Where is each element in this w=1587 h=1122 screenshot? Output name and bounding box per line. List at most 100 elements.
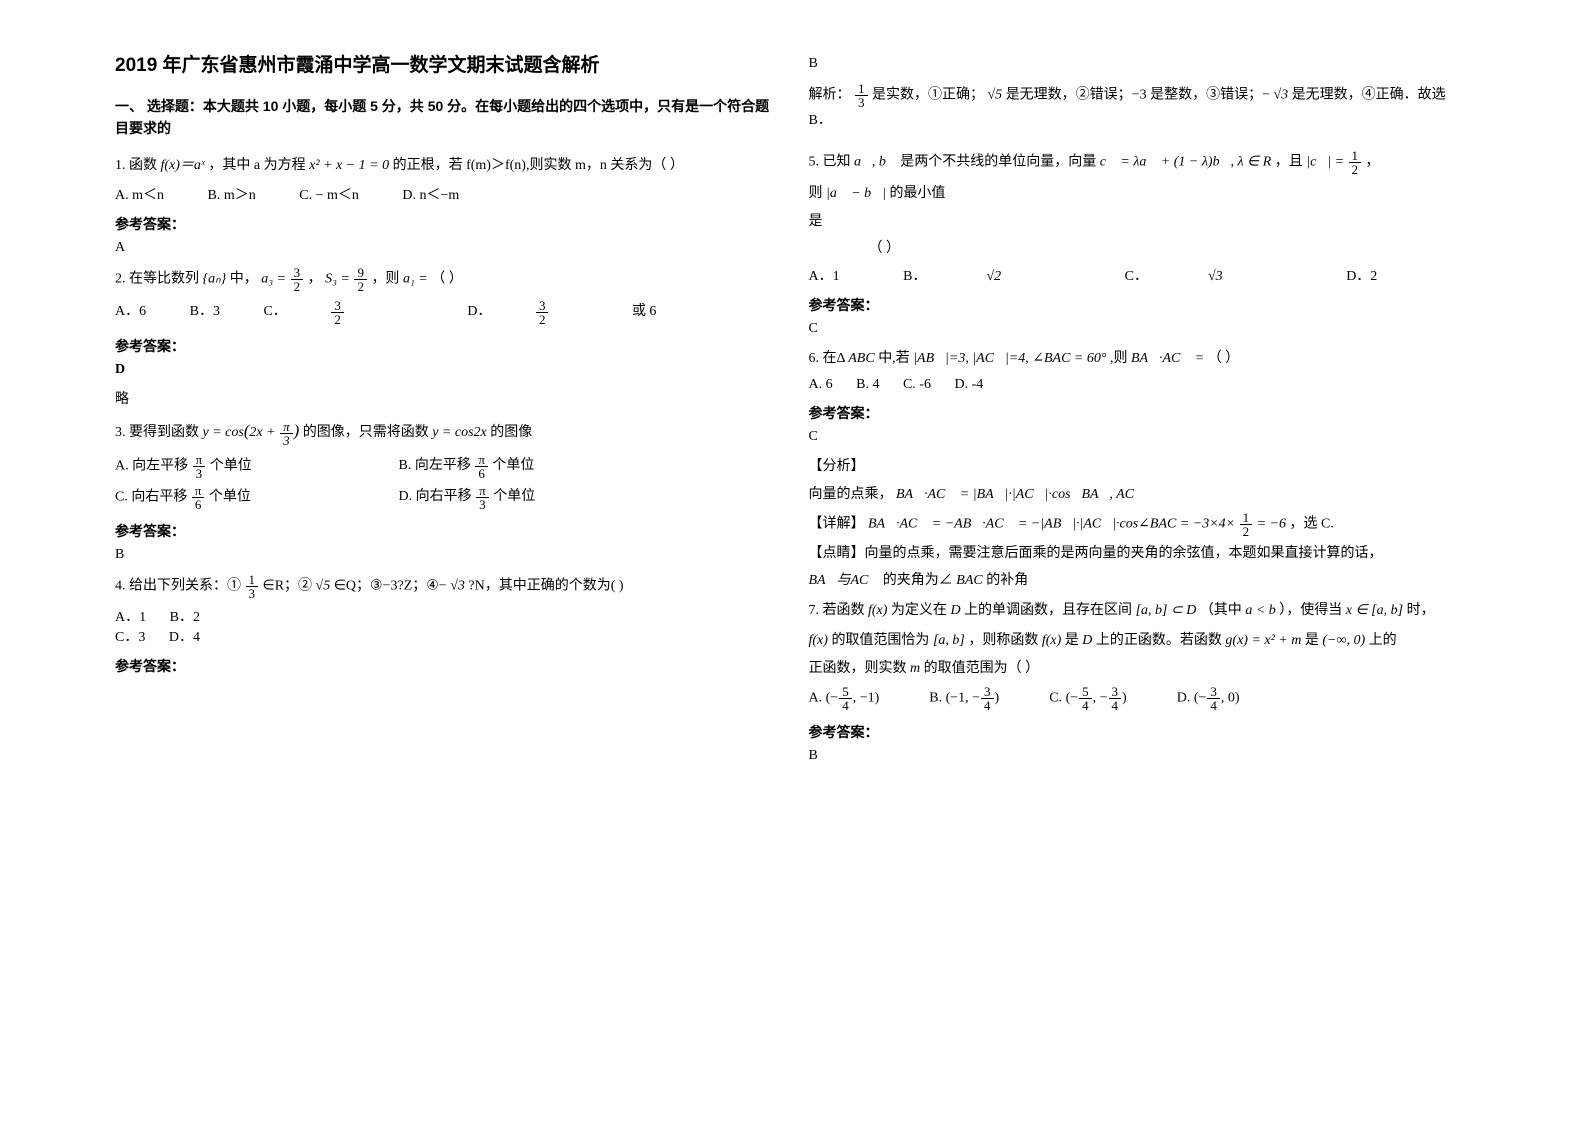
- q4-ref-label: 参考答案：: [115, 656, 779, 676]
- q2-s3-frac: 92: [354, 266, 367, 293]
- q5-line3: 是: [809, 210, 1473, 234]
- q1-options: A. m＜n B. m＞n C. − m＜n D. n＜−m: [115, 184, 779, 204]
- q4-options-row1: A．1 B．2: [115, 606, 779, 626]
- q1-answer: A: [115, 240, 779, 256]
- q6-opt-d: D. -4: [954, 377, 983, 393]
- q1-opt-d: D. n＜−m: [402, 184, 459, 204]
- question-7: 7. 若函数 f(x) 为定义在 D 上的单调函数，且存在区间 [a, b] ⊂…: [809, 599, 1473, 623]
- q2-a1: a₁ =: [403, 271, 431, 286]
- q4-stem-d: ?N，其中正确的个数为( ): [468, 578, 623, 593]
- q6-sol-line4: BA⃗与AC⃗ 的夹角为∠ BAC 的补角: [809, 569, 1473, 593]
- q6-ref-label: 参考答案：: [809, 403, 1473, 423]
- q4-options-row2: C．3 D．4: [115, 626, 779, 646]
- q6-opt-a: A. 6: [809, 377, 833, 393]
- question-4: 4. 给出下列关系：① 13 ∈R；② √5 ∈Q；③−3?Z；④− √3 ?N…: [115, 573, 779, 600]
- question-1: 1. 函数 f(x)＝aˣ ，其中 a 为方程 x² + x − 1 = 0 的…: [115, 154, 779, 178]
- q5-paren: （ ）: [809, 237, 1473, 261]
- question-6: 6. 在Δ ABC 中,若 |AB⃗|=3, |AC⃗|=4, ∠BAC = 6…: [809, 347, 1473, 371]
- q1-opt-b: B. m＞n: [208, 184, 256, 204]
- q2-ref-label: 参考答案：: [115, 336, 779, 356]
- q2-answer: D: [115, 362, 779, 378]
- section-1-heading: 一、 选择题：本大题共 10 小题，每小题 5 分，共 50 分。在每小题给出的…: [115, 95, 779, 140]
- q6-options: A. 6 B. 4 C. -6 D. -4: [809, 377, 1473, 393]
- q1-fx: f(x)＝aˣ: [161, 158, 205, 173]
- q3-answer: B: [115, 547, 779, 563]
- q5-opt-a: A．1: [809, 265, 840, 285]
- q2-options: A．6 B．3 C． 32 D． 32 或 6: [115, 299, 779, 326]
- q6-stem-a: 6. 在Δ: [809, 351, 845, 366]
- q6-stem-d: （ ）: [1208, 351, 1240, 366]
- q7-answer: B: [809, 748, 1473, 764]
- q2-skip: 略: [115, 388, 779, 412]
- q1-ref-label: 参考答案：: [115, 214, 779, 234]
- q7-line2: f(x) 的取值范围恰为 [a, b] ，则称函数 f(x) 是 D 上的正函数…: [809, 629, 1473, 653]
- q2-stem-b: 中，: [230, 271, 258, 286]
- q7-stem-b: 为定义在: [891, 603, 951, 618]
- q7-stem-d: （其中: [1200, 603, 1246, 618]
- q5-opt-b: B．√2: [903, 265, 1061, 285]
- left-column: 2019 年广东省惠州市霞涌中学高一数学文期末试题含解析 一、 选择题：本大题共…: [100, 50, 794, 1072]
- q6-opt-b: B. 4: [856, 377, 879, 393]
- q5-ref-label: 参考答案：: [809, 295, 1473, 315]
- q1-stem-a: 1. 函数: [115, 158, 161, 173]
- right-column: B 解析： 13 是实数，①正确； √5 是无理数，②错误；−3 是整数，③错误…: [794, 50, 1488, 1072]
- q3-stem-c: 的图像: [490, 425, 532, 440]
- q4-answer: B: [809, 56, 1473, 72]
- q6-sol-line1: 向量的点乘， BA⃗·AC⃗ = |BA⃗|·|AC⃗|·cos＜BA⃗, AC…: [809, 483, 1473, 507]
- q3-stem-a: 3. 要得到函数: [115, 425, 203, 440]
- q4-opt-c: C．3: [115, 626, 145, 646]
- q7-opt-d: D. (−34, 0): [1177, 685, 1240, 712]
- q4-opt-b: B．2: [170, 606, 200, 626]
- q3-y2: y = cos2x: [432, 425, 487, 440]
- q7-stem-f: 时，: [1407, 603, 1435, 618]
- question-2: 2. 在等比数列 {aₙ} 中， a₃ = 32 ， S₃ = 92 ，则 a₁…: [115, 266, 779, 293]
- q2-a3-label: a₃ =: [261, 271, 286, 286]
- q6-stem-b: 中,若: [878, 351, 910, 366]
- q5-answer: C: [809, 321, 1473, 337]
- q2-opt-c: C． 32: [263, 299, 423, 326]
- question-5: 5. 已知 a⃗, b⃗ 是两个不共线的单位向量，向量 c⃗ = λa⃗ + (…: [809, 149, 1473, 176]
- q5-line2: 则 |a⃗ − b⃗| 的最小值: [809, 182, 1473, 206]
- q4-opt-d: D．4: [169, 626, 200, 646]
- q7-ref-label: 参考答案：: [809, 722, 1473, 742]
- q6-answer: C: [809, 429, 1473, 445]
- q5-stem-b: 是两个不共线的单位向量，向量: [900, 155, 1096, 170]
- exam-title: 2019 年广东省惠州市霞涌中学高一数学文期末试题含解析: [115, 50, 779, 77]
- q4-stem-b: ∈R；②: [263, 578, 313, 593]
- q2-stem-c: ，: [308, 271, 322, 286]
- q7-stem-e: ），使得当: [1279, 603, 1346, 618]
- q5-stem-d: ，: [1366, 155, 1380, 170]
- q2-stem-d: ，则: [371, 271, 399, 286]
- q1-opt-c: C. − m＜n: [299, 184, 359, 204]
- q6-sol-line2: 【详解】 BA⃗·AC⃗ = −AB⃗·AC⃗ = −|AB⃗|·|AC⃗|·c…: [809, 511, 1473, 538]
- q7-stem-a: 7. 若函数: [809, 603, 869, 618]
- q4-stem-c: ∈Q；③−3?Z；④−: [334, 578, 447, 593]
- q2-opt-a: A．6: [115, 300, 146, 320]
- q6-analysis-label: 【分析】: [809, 455, 1473, 479]
- q2-s3-label: S₃ =: [325, 271, 350, 286]
- q7-opt-c: C. (−54, −34): [1049, 685, 1126, 712]
- q2-a3-frac: 32: [291, 266, 304, 293]
- q6-stem-c: ,则: [1110, 351, 1128, 366]
- q5-options: A．1 B．√2 C．√3 D．2: [809, 265, 1473, 285]
- q2-stem-a: 2. 在等比数列: [115, 271, 199, 286]
- q2-opt-d: D． 32 或 6: [467, 299, 696, 326]
- q7-stem-c: 上的单调函数，且存在区间: [964, 603, 1136, 618]
- q5-opt-c: C．√3: [1125, 265, 1283, 285]
- q5-stem-c: ，且: [1275, 155, 1303, 170]
- q3-y1: y = cos(2x + π3): [203, 425, 303, 440]
- q1-opt-a: A. m＜n: [115, 184, 164, 204]
- q4-opt-a: A．1: [115, 606, 146, 626]
- q7-opt-a: A. (−54, −1): [809, 685, 880, 712]
- question-3: 3. 要得到函数 y = cos(2x + π3) 的图像，只需将函数 y = …: [115, 417, 779, 446]
- q7-options: A. (−54, −1) B. (−1, −34) C. (−54, −34) …: [809, 685, 1473, 712]
- q2-seq: {aₙ}: [203, 271, 227, 286]
- q1-eq: x² + x − 1 = 0: [309, 158, 389, 173]
- q3-options-row1: A. 向左平移 π3 个单位 B. 向左平移 π6 个单位: [115, 453, 779, 480]
- q5-stem-a: 5. 已知: [809, 155, 851, 170]
- q2-stem-e: （ ）: [431, 271, 463, 286]
- q7-line3: 正函数，则实数 m 的取值范围为（ ）: [809, 657, 1473, 681]
- q3-stem-b: 的图像，只需将函数: [303, 425, 433, 440]
- q6-sol-line3: 【点睛】向量的点乘，需要注意后面乘的是两向量的夹角的余弦值，本题如果直接计算的话…: [809, 542, 1473, 566]
- q7-opt-b: B. (−1, −34): [929, 685, 999, 712]
